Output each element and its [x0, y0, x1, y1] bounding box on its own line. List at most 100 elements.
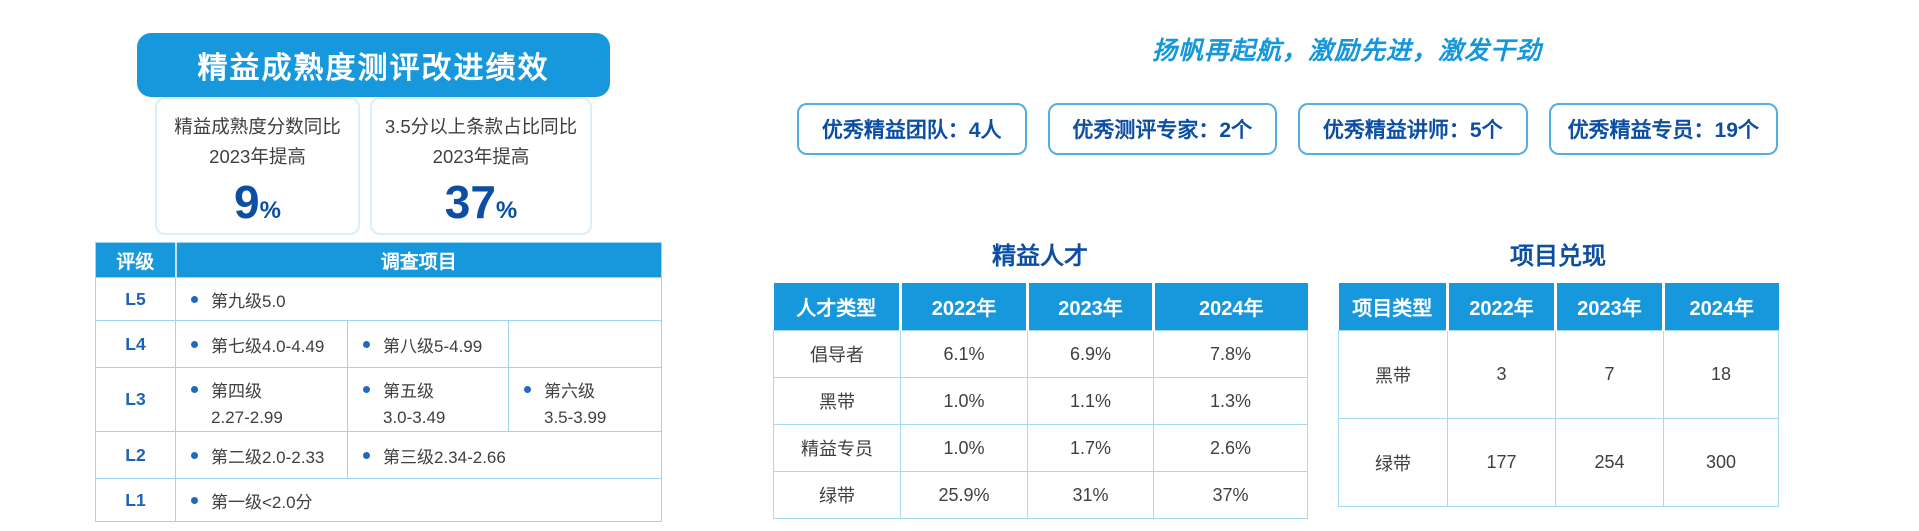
slogan-heading: 扬帆再起航，激励先进，激发干劲 — [1151, 37, 1542, 65]
grade-text: 第一级<2.0分 — [211, 492, 313, 512]
project-col-header: 项目类型 — [1338, 283, 1449, 331]
project-cell: 300 — [1663, 418, 1779, 507]
level-label: L4 — [95, 320, 176, 368]
table-row: 绿带 25.9% 31% 37% — [773, 471, 1308, 519]
rating-row-l2: L2 第二级2.0-2.33 第三级2.34-2.66 — [95, 431, 663, 479]
talent-cell: 1.7% — [1027, 424, 1154, 472]
rating-row-l4: L4 第七级4.0-4.49 第八级5-4.99 — [95, 320, 663, 368]
grade-range: 3.0-3.49 — [383, 407, 446, 427]
stat-card-value: 9% — [157, 175, 358, 229]
project-col-header: 2024年 — [1663, 283, 1779, 331]
project-cell: 3 — [1447, 330, 1556, 419]
stat-card-text-line1: 3.5分以上条款占比同比 — [384, 116, 578, 137]
rating-row-l1: L1 第一级<2.0分 — [95, 478, 663, 522]
bullet-icon — [363, 340, 370, 348]
rating-cell: 第五级 3.0-3.49 — [347, 367, 509, 432]
talent-cell: 精益专员 — [773, 424, 901, 472]
bullet-icon — [191, 451, 198, 459]
talent-cell: 绿带 — [773, 471, 901, 519]
badge-label: 优秀测评专家：2个 — [1072, 119, 1253, 142]
badge-label: 优秀精益讲师：5个 — [1322, 119, 1503, 142]
talent-cell: 1.1% — [1027, 377, 1154, 425]
project-cell: 7 — [1555, 330, 1664, 419]
project-cell: 177 — [1447, 418, 1556, 507]
stat-value-unit: % — [495, 197, 518, 225]
talent-col-header: 人才类型 — [773, 283, 902, 331]
badge-lean-specialist: 优秀精益专员：19个 — [1548, 103, 1778, 155]
grade-text: 第九级5.0 — [211, 291, 286, 311]
stat-card-text-line2: 2023年提高 — [209, 145, 306, 167]
grade-name: 第四级 — [211, 382, 262, 401]
rating-cell: 第三级2.34-2.66 — [346, 431, 663, 479]
level-label: L5 — [95, 277, 176, 321]
rating-cell: 第八级5-4.99 — [347, 320, 509, 368]
talent-col-header: 2023年 — [1027, 283, 1155, 331]
bullet-icon — [191, 496, 198, 504]
talent-cell: 6.9% — [1027, 330, 1154, 378]
grade-range: 3.5-3.99 — [544, 407, 607, 427]
bullet-icon — [191, 340, 198, 348]
lean-talent-table: 人才类型 2022年 2023年 2024年 倡导者 6.1% 6.9% 7.8… — [773, 283, 1308, 519]
maturity-rating-table: 评级 调查项目 L5 第九级5.0 L4 第七级4.0-4.49 第八级5-4.… — [95, 242, 663, 522]
talent-cell: 25.9% — [900, 471, 1028, 519]
table-row: 倡导者 6.1% 6.9% 7.8% — [773, 330, 1308, 378]
talent-cell: 1.0% — [900, 424, 1028, 472]
table-row: 绿带 177 254 300 — [1338, 418, 1779, 507]
maturity-banner-title: 精益成熟度测评改进绩效 — [137, 33, 610, 97]
badge-label: 优秀精益专员：19个 — [1567, 119, 1759, 142]
grade-name: 第六级 — [544, 382, 595, 401]
table-row: 精益专员 1.0% 1.7% 2.6% — [773, 424, 1308, 472]
bullet-icon — [524, 386, 531, 393]
bullet-icon — [363, 451, 370, 459]
talent-cell: 6.1% — [900, 330, 1028, 378]
project-cell: 18 — [1663, 330, 1779, 419]
bullet-icon — [363, 386, 370, 393]
awards-badge-row: 优秀精益团队：4人 优秀测评专家：2个 优秀精益讲师：5个 优秀精益专员：19个 — [797, 103, 1778, 155]
rating-cell: 第一级<2.0分 — [174, 478, 663, 522]
talent-cell: 7.8% — [1153, 330, 1308, 378]
badge-lean-team: 优秀精益团队：4人 — [797, 103, 1027, 155]
talent-col-header: 2022年 — [900, 283, 1029, 331]
project-delivery-title: 项目兑现 — [1510, 243, 1606, 270]
talent-cell: 1.0% — [900, 377, 1028, 425]
rating-row-l3: L3 第四级 2.27-2.99 第五级 3.0-3.49 第六级 3.5-3.99 — [95, 367, 663, 432]
rating-cell-empty — [507, 320, 663, 368]
talent-col-header: 2024年 — [1153, 283, 1308, 331]
talent-cell: 37% — [1153, 471, 1308, 519]
talent-cell: 31% — [1027, 471, 1154, 519]
talent-cell: 黑带 — [773, 377, 901, 425]
stat-card-maturity-score: 精益成熟度分数同比 2023年提高 9% — [155, 97, 360, 235]
project-cell: 254 — [1555, 418, 1664, 507]
level-label: L2 — [95, 431, 176, 479]
rating-table-header-row: 评级 调查项目 — [95, 242, 662, 278]
rating-row-l5: L5 第九级5.0 — [95, 277, 663, 321]
stat-value-number: 37 — [444, 176, 496, 229]
level-label: L1 — [95, 478, 176, 522]
level-label: L3 — [95, 367, 176, 432]
table-row: 黑带 3 7 18 — [1338, 330, 1779, 419]
talent-header-row: 人才类型 2022年 2023年 2024年 — [773, 283, 1308, 331]
talent-cell: 2.6% — [1153, 424, 1308, 472]
rating-cell: 第二级2.0-2.33 — [175, 431, 348, 479]
rating-cell: 第六级 3.5-3.99 — [507, 367, 663, 432]
project-cell: 绿带 — [1338, 418, 1448, 507]
grade-name: 第五级 — [383, 382, 434, 401]
project-header-row: 项目类型 2022年 2023年 2024年 — [1338, 283, 1779, 331]
badge-label: 优秀精益团队：4人 — [821, 119, 1002, 142]
grade-range: 2.27-2.99 — [211, 407, 283, 427]
project-col-header: 2023年 — [1555, 283, 1665, 331]
lean-talent-title: 精益人才 — [992, 243, 1088, 270]
stat-value-number: 9 — [234, 176, 260, 229]
table-row: 黑带 1.0% 1.1% 1.3% — [773, 377, 1308, 425]
talent-cell: 1.3% — [1153, 377, 1308, 425]
grade-text: 第三级2.34-2.66 — [383, 447, 506, 467]
rating-cell: 第七级4.0-4.49 — [175, 320, 348, 368]
project-cell: 黑带 — [1338, 330, 1448, 419]
rating-cell: 第九级5.0 — [174, 277, 663, 321]
bullet-icon — [191, 295, 198, 303]
col-header-rating: 评级 — [95, 242, 177, 278]
bullet-icon — [191, 386, 198, 393]
grade-text: 第七级4.0-4.49 — [211, 336, 325, 356]
badge-assessment-expert: 优秀测评专家：2个 — [1047, 103, 1277, 155]
